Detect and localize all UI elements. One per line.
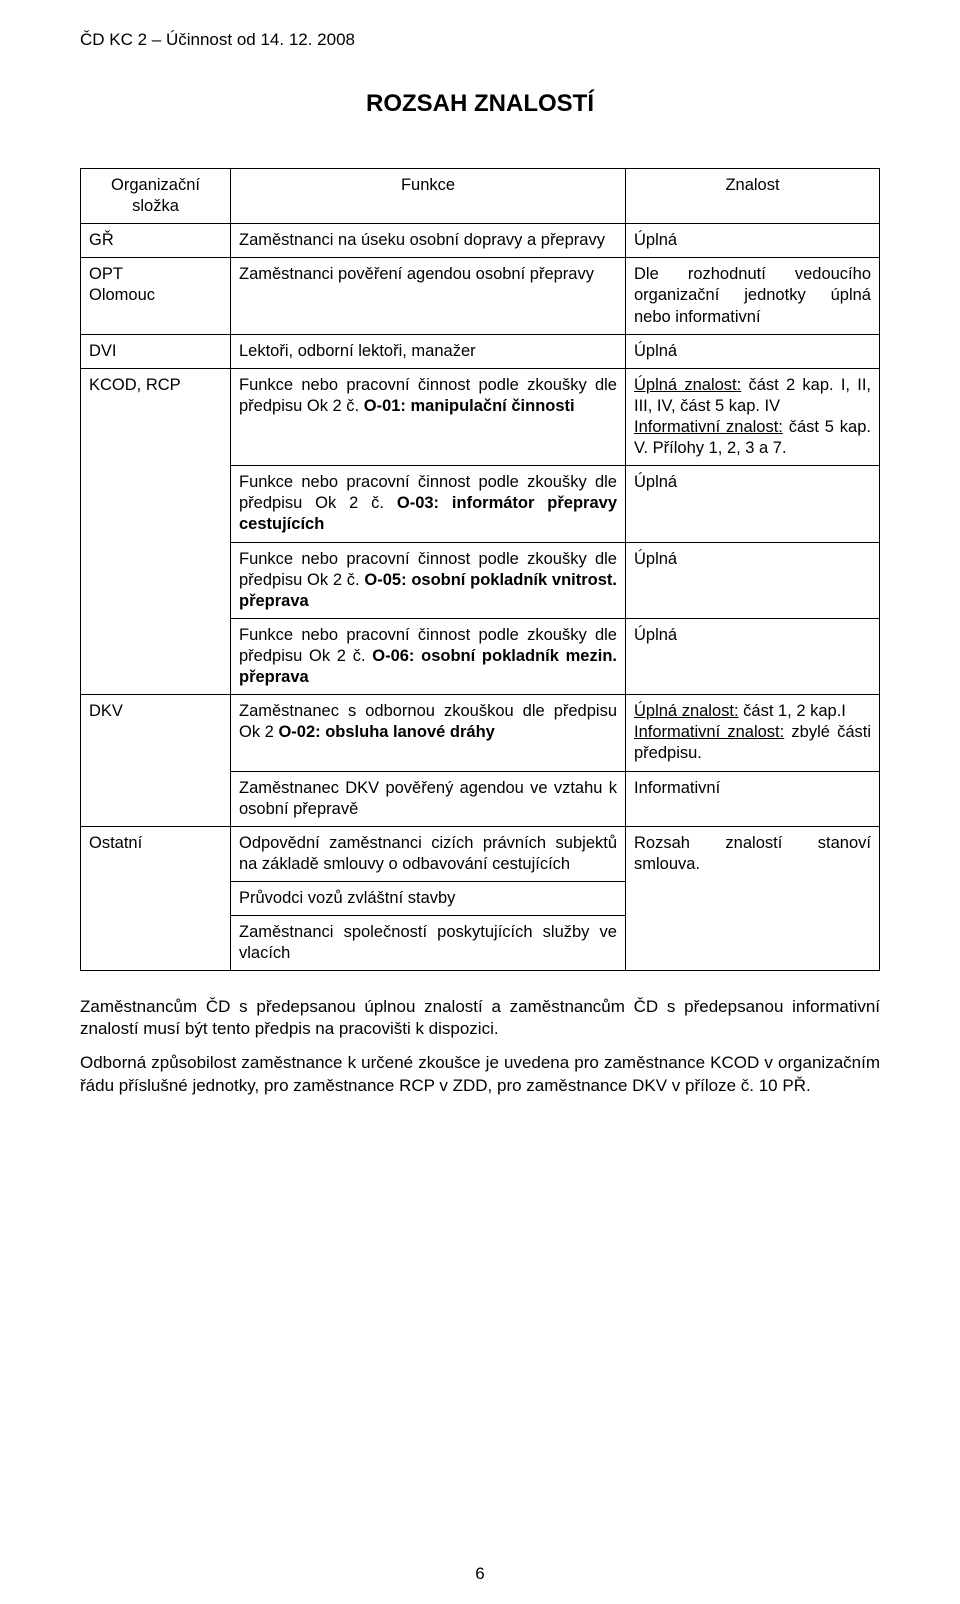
table-row: KCOD, RCP Funkce nebo pracovní činnost p… xyxy=(81,368,880,465)
text-bold: O-01: manipulační činnosti xyxy=(364,397,575,415)
cell-org: Ostatní xyxy=(81,826,231,971)
col-header-org: Organizační složka xyxy=(81,169,231,224)
paragraph: Zaměstnancům ČD s předepsanou úplnou zna… xyxy=(80,996,880,1040)
cell-org: GŘ xyxy=(81,224,231,258)
text-underline: Informativní znalost: xyxy=(634,723,784,741)
text: část 1, 2 kap.I xyxy=(739,702,846,720)
table-header-row: Organizační složka Funkce Znalost xyxy=(81,169,880,224)
text-underline: Úplná znalost: xyxy=(634,376,741,394)
cell-znal: Úplná znalost: část 1, 2 kap.I Informati… xyxy=(626,695,880,771)
col-header-znal: Znalost xyxy=(626,169,880,224)
cell-znal: Úplná xyxy=(626,224,880,258)
text-underline: Úplná znalost: xyxy=(634,702,739,720)
text: složka xyxy=(132,197,179,215)
cell-func: Funkce nebo pracovní činnost podle zkouš… xyxy=(231,466,626,542)
cell-func: Lektoři, odborní lektoři, manažer xyxy=(231,334,626,368)
cell-znal: Úplná xyxy=(626,618,880,694)
cell-func: Zaměstnanec s odbornou zkouškou dle před… xyxy=(231,695,626,771)
cell-func: Funkce nebo pracovní činnost podle zkouš… xyxy=(231,618,626,694)
table-row: DVI Lektoři, odborní lektoři, manažer Úp… xyxy=(81,334,880,368)
text-bold: O-02: obsluha lanové dráhy xyxy=(278,723,494,741)
cell-org: DKV xyxy=(81,695,231,827)
cell-znal: Úplná xyxy=(626,334,880,368)
cell-func: Průvodci vozů zvláštní stavby xyxy=(231,881,626,915)
text: Organizační xyxy=(111,176,200,194)
text-underline: Informativní znalost: xyxy=(634,418,783,436)
cell-func: Odpovědní zaměstnanci cizích právních su… xyxy=(231,826,626,881)
page: ČD KC 2 – Účinnost od 14. 12. 2008 ROZSA… xyxy=(0,0,960,1604)
cell-func: Zaměstnanci společností poskytujících sl… xyxy=(231,916,626,971)
table-row: GŘ Zaměstnanci na úseku osobní dopravy a… xyxy=(81,224,880,258)
table-row: DKV Zaměstnanec s odbornou zkouškou dle … xyxy=(81,695,880,771)
cell-func: Funkce nebo pracovní činnost podle zkouš… xyxy=(231,542,626,618)
page-number: 6 xyxy=(0,1564,960,1584)
table-row: OPT Olomouc Zaměstnanci pověření agendou… xyxy=(81,258,880,334)
text: Olomouc xyxy=(89,286,155,304)
page-title: ROZSAH ZNALOSTÍ xyxy=(80,90,880,118)
cell-znal: Dle rozhodnutí vedoucího organizační jed… xyxy=(626,258,880,334)
knowledge-table: Organizační složka Funkce Znalost GŘ Zam… xyxy=(80,168,880,971)
cell-org: OPT Olomouc xyxy=(81,258,231,334)
cell-znal: Informativní xyxy=(626,771,880,826)
cell-func: Funkce nebo pracovní činnost podle zkouš… xyxy=(231,368,626,465)
cell-func: Zaměstnanec DKV pověřený agendou ve vzta… xyxy=(231,771,626,826)
cell-znal: Úplná xyxy=(626,466,880,542)
col-header-func: Funkce xyxy=(231,169,626,224)
cell-org: KCOD, RCP xyxy=(81,368,231,694)
paragraph: Odborná způsobilost zaměstnance k určené… xyxy=(80,1052,880,1096)
cell-znal: Rozsah znalostí stanoví smlouva. xyxy=(626,826,880,971)
table-row: Ostatní Odpovědní zaměstnanci cizích prá… xyxy=(81,826,880,881)
cell-org: DVI xyxy=(81,334,231,368)
cell-func: Zaměstnanci pověření agendou osobní přep… xyxy=(231,258,626,334)
cell-znal: Úplná znalost: část 2 kap. I, II, III, I… xyxy=(626,368,880,465)
header-line: ČD KC 2 – Účinnost od 14. 12. 2008 xyxy=(80,30,880,50)
text: OPT xyxy=(89,265,123,283)
cell-func: Zaměstnanci na úseku osobní dopravy a př… xyxy=(231,224,626,258)
cell-znal: Úplná xyxy=(626,542,880,618)
